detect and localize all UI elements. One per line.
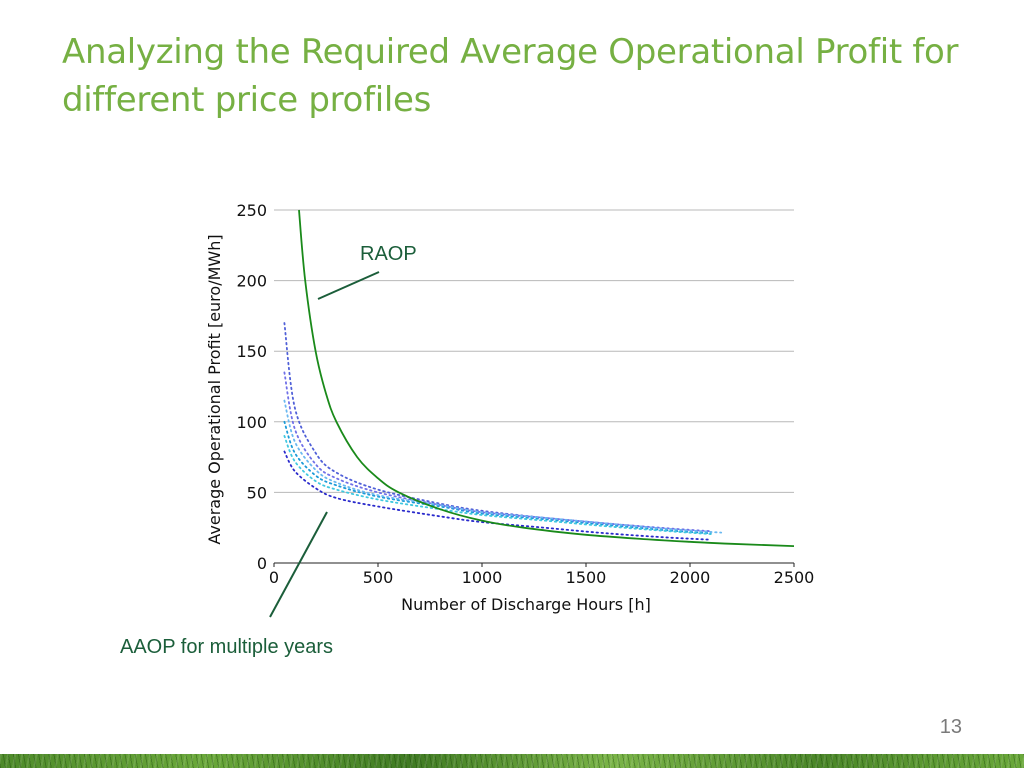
aaop-pointer-line [269,511,328,618]
x-axis-label: Number of Discharge Hours [h] [401,595,651,614]
x-tick-label: 0 [269,568,279,587]
x-tick-label: 2000 [670,568,711,587]
aaop-annotation: AAOP for multiple years [120,636,333,658]
series-line-aaop-5 [283,371,712,533]
series-line-aaop-4 [283,435,712,535]
y-tick-label: 100 [236,413,267,432]
y-axis-label: Average Operational Profit [euro/MWh] [205,234,224,544]
series-line-raop [298,209,795,547]
x-tick-label: 500 [363,568,394,587]
y-tick-label: 50 [247,483,267,502]
series-layer [283,209,795,547]
series-line-aaop-3 [283,420,712,535]
series-line-aaop-1 [283,450,712,541]
y-tick-label: 0 [257,554,267,573]
x-tick-label: 2500 [774,568,815,587]
x-tick-label: 1500 [566,568,607,587]
page-number: 13 [939,716,962,738]
x-tick-label: 1000 [462,568,503,587]
y-tick-label: 200 [236,272,267,291]
slide-title: Analyzing the Required Average Operation… [62,32,959,120]
footer-grass-banner [0,754,1024,768]
y-tick-label: 150 [236,342,267,361]
raop-pointer-line [317,271,380,300]
y-tick-label: 250 [236,201,267,220]
series-line-aaop-6 [283,399,723,534]
raop-annotation: RAOP [360,243,417,265]
